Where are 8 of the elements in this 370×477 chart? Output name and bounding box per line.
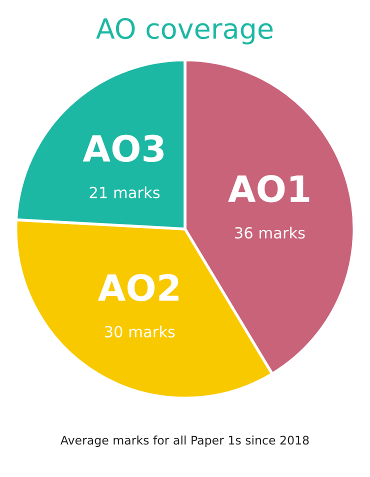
chart-title: AO coverage — [96, 18, 273, 44]
slice-label: AO2 — [98, 274, 178, 302]
slice-label: AO1 — [228, 175, 310, 202]
text: Average marks for all Paper 1s since 2018 — [60, 436, 309, 447]
data-label: 30 marks — [105, 326, 175, 338]
data-label: 36 marks — [235, 226, 305, 239]
slice-label: AO3 — [82, 134, 164, 162]
data-label: 21 marks — [90, 186, 160, 198]
